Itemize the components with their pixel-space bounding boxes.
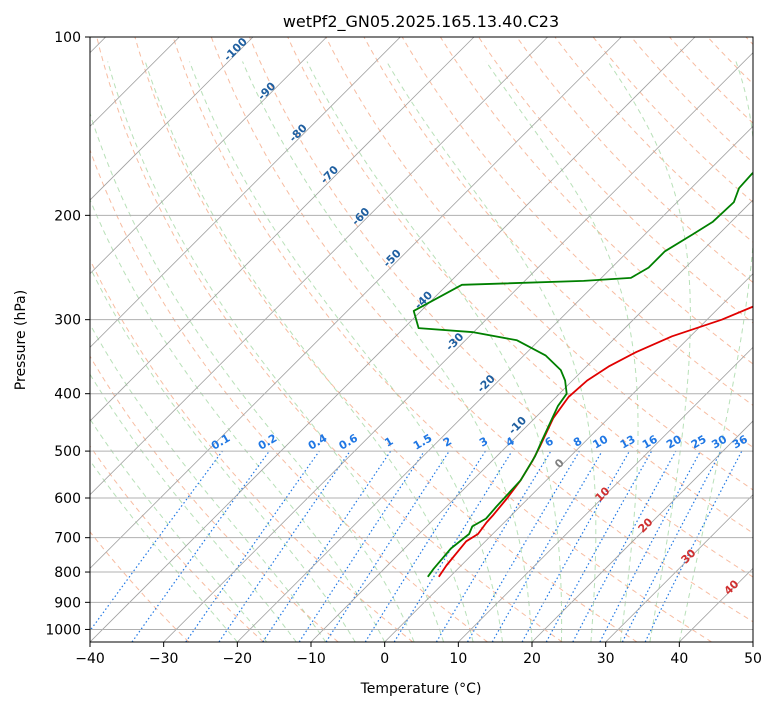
- mixing-ratio-line: [262, 450, 392, 642]
- chart-title: wetPf2_GN05.2025.165.13.40.C23: [283, 12, 559, 32]
- mixing-ratio-lines: [90, 450, 743, 642]
- moist-adiabats: [90, 61, 753, 642]
- y-tick-label: 1000: [45, 622, 81, 638]
- isotherm-line: [90, 37, 254, 201]
- isotherm-line: [163, 52, 753, 642]
- isotherm-line: [90, 37, 401, 348]
- x-tick-label: 30: [597, 651, 615, 667]
- isotherm-line: [90, 37, 327, 275]
- dry-adiabat-line: [96, 37, 563, 642]
- x-axis-ticks: −40 −30 −20 −10 0 10 20 30 40 50: [75, 642, 762, 667]
- dry-adiabat-line: [249, 37, 753, 578]
- mixing-ratio-line: [90, 450, 223, 632]
- profile-series: [412, 171, 753, 578]
- y-tick-label: 300: [54, 313, 81, 329]
- x-tick-label: −40: [75, 651, 105, 667]
- dry-adiabat-line: [210, 37, 753, 623]
- y-tick-label: 100: [54, 30, 81, 46]
- moist-adiabat-line: [485, 61, 639, 642]
- mixing-ratio-line: [545, 450, 653, 642]
- dry-adiabat-line: [134, 37, 638, 642]
- x-tick-label: 40: [670, 651, 688, 667]
- y-tick-label: 600: [54, 491, 81, 507]
- y-tick-label: 900: [54, 595, 81, 611]
- isotherm-line: [531, 420, 753, 642]
- moist-adiabat-line: [107, 61, 445, 642]
- y-tick-label: 200: [54, 208, 81, 224]
- isotherms: [90, 37, 753, 642]
- moist-adiabat-line: [189, 61, 503, 642]
- plot-background: [90, 37, 753, 642]
- moist-adiabat-line: [678, 61, 753, 642]
- y-tick-label: 700: [54, 531, 81, 547]
- moist-adiabat-line: [607, 61, 691, 642]
- y-tick-label: 800: [54, 565, 81, 581]
- mixing-ratio-line: [185, 450, 320, 642]
- dry-adiabat-line: [439, 37, 753, 365]
- moist-adiabat-line: [90, 198, 386, 642]
- y-axis-ticks: 100 200 300 400 500 600 700 800 900 1000: [45, 30, 90, 638]
- moist-adiabat-line: [90, 418, 268, 642]
- isotherm-line: [310, 199, 753, 642]
- moist-adiabat-line: [242, 61, 533, 642]
- x-tick-label: 20: [523, 651, 541, 667]
- dewpoint-profile-line: [412, 171, 753, 578]
- dry-adiabat-line: [90, 148, 488, 642]
- isotherm-line: [90, 37, 622, 569]
- isotherm-line: [90, 37, 548, 496]
- y-tick-label: 500: [54, 444, 81, 460]
- dry-adiabat-line: [90, 445, 264, 642]
- x-tick-label: −10: [296, 651, 326, 667]
- mixing-ratio-line: [298, 450, 425, 642]
- x-tick-label: 10: [449, 651, 467, 667]
- x-axis-label: Temperature (°C): [360, 681, 482, 697]
- dry-adiabat-line: [172, 37, 712, 642]
- mixing-ratio-line: [644, 450, 743, 642]
- moist-adiabat-line: [90, 266, 356, 642]
- moist-adiabat-line: [144, 61, 474, 642]
- x-tick-label: −20: [223, 651, 253, 667]
- moist-adiabat-line: [306, 61, 563, 642]
- moist-adiabat-line: [90, 111, 415, 642]
- y-tick-label: 400: [54, 387, 81, 403]
- mixing-ratio-line: [325, 450, 450, 642]
- mixing-ratio-line: [572, 450, 677, 642]
- x-tick-label: −30: [149, 651, 179, 667]
- dry-adiabat-line: [90, 355, 339, 642]
- isotherm-line: [90, 37, 475, 422]
- isotherm-line: [605, 494, 753, 642]
- dry-adiabat-line: [90, 531, 190, 642]
- isotherm-line: [384, 273, 753, 642]
- mixing-ratio-line: [218, 450, 351, 642]
- y-axis-label: Pressure (hPa): [13, 290, 29, 390]
- dry-adiabat-line: [516, 37, 753, 284]
- mixing-ratio-line: [393, 450, 513, 642]
- pressure-gridlines: [90, 37, 753, 630]
- dry-adiabat-line: [401, 37, 753, 406]
- x-tick-label: 0: [380, 651, 389, 667]
- moist-adiabat-line: [386, 61, 597, 642]
- x-tick-label: 50: [744, 651, 762, 667]
- plot-frame: [89, 36, 754, 643]
- dry-adiabat-line: [90, 258, 414, 642]
- mixing-ratio-line: [521, 450, 631, 642]
- isotherm-line: [458, 346, 753, 642]
- mixing-ratio-line: [131, 450, 270, 642]
- temperature-profile-line: [438, 305, 753, 578]
- isotherm-line: [90, 37, 696, 642]
- moist-adiabat-line: [90, 459, 238, 642]
- isotherm-line: [237, 125, 753, 642]
